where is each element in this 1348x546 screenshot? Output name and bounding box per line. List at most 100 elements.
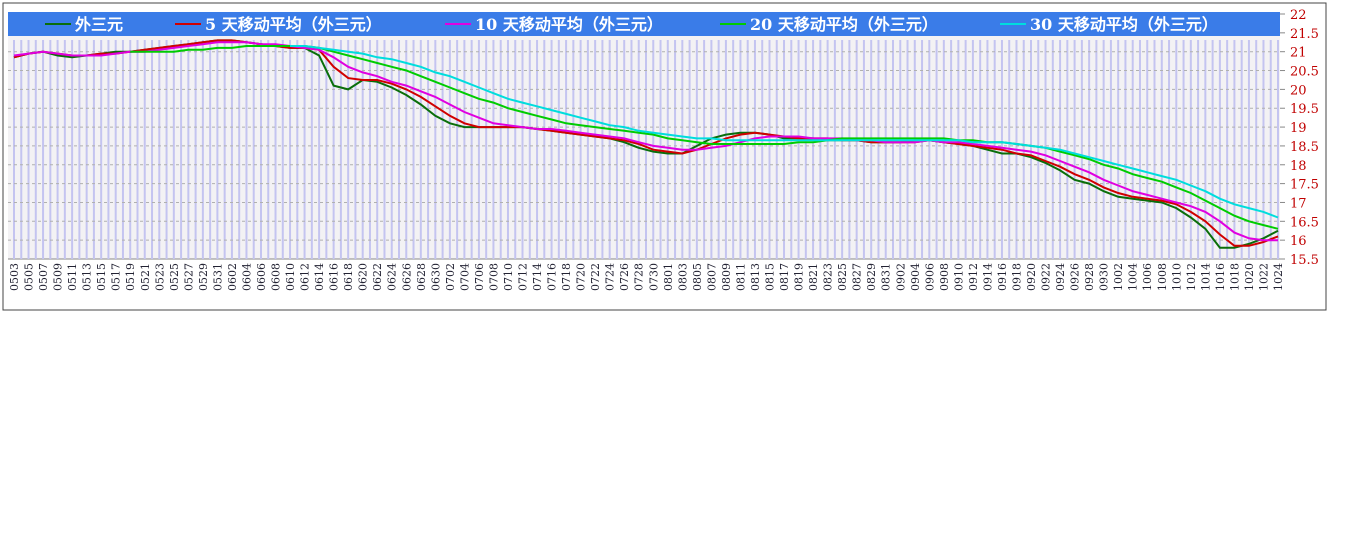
series-line (290, 45, 1279, 219)
x-tick-label: 0916 (996, 263, 1009, 291)
x-tick-label: 1008 (1156, 263, 1169, 291)
x-tick-label: 1006 (1141, 263, 1154, 291)
x-tick-label: 0811 (734, 263, 747, 291)
x-tick-label: 0805 (691, 263, 704, 291)
x-tick-label: 1014 (1199, 263, 1212, 291)
x-tick-label: 0519 (124, 263, 137, 291)
x-tick-label: 0912 (967, 263, 980, 291)
x-tick-label: 0819 (793, 263, 806, 291)
x-tick-label: 0821 (807, 263, 820, 291)
x-tick-label: 0815 (763, 263, 776, 291)
x-tick-label: 0517 (110, 263, 123, 291)
y-tick-label: 21 (1290, 46, 1307, 61)
x-tick-label: 0503 (8, 263, 21, 291)
y-tick-label: 21.5 (1290, 27, 1319, 42)
x-tick-label: 0527 (182, 263, 195, 291)
x-tick-label: 0624 (386, 263, 399, 291)
x-tick-label: 0604 (240, 263, 253, 291)
x-tick-label: 0525 (168, 263, 181, 291)
legend-label: 30 天移动平均（外三元） (1030, 15, 1218, 34)
x-tick-label: 0906 (923, 263, 936, 291)
y-tick-label: 20 (1290, 83, 1307, 98)
x-tick-label: 0722 (589, 263, 602, 291)
x-tick-label: 0628 (415, 263, 428, 291)
x-tick-label: 0829 (865, 263, 878, 291)
x-tick-label: 0513 (81, 263, 94, 291)
x-tick-label: 1010 (1170, 263, 1183, 291)
x-tick-label: 0531 (211, 263, 224, 291)
x-tick-label: 1024 (1272, 263, 1285, 291)
x-tick-label: 0726 (618, 263, 631, 291)
x-tick-label: 0608 (270, 263, 283, 291)
x-tick-label: 0702 (444, 263, 457, 291)
x-tick-label: 0803 (676, 263, 689, 291)
x-tick-label: 0511 (66, 263, 79, 291)
x-tick-label: 0529 (197, 263, 210, 291)
x-tick-label: 0618 (342, 263, 355, 291)
x-tick-label: 1020 (1243, 263, 1256, 291)
y-tick-label: 16.5 (1290, 215, 1319, 230)
x-tick-label: 0914 (981, 263, 994, 291)
x-tick-label: 0708 (487, 263, 500, 291)
x-tick-label: 0807 (705, 263, 718, 291)
x-tick-label: 1004 (1127, 263, 1140, 291)
x-tick-label: 0602 (226, 263, 239, 291)
x-tick-label: 0922 (1040, 263, 1053, 291)
y-tick-label: 17 (1290, 196, 1307, 211)
y-tick-label: 15.5 (1290, 253, 1319, 268)
x-tick-label: 0616 (328, 263, 341, 291)
x-tick-label: 0620 (357, 263, 370, 291)
y-tick-label: 16 (1290, 234, 1307, 249)
x-tick-label: 0728 (633, 263, 646, 291)
y-tick-label: 20.5 (1290, 65, 1319, 80)
x-tick-label: 0930 (1098, 263, 1111, 291)
x-tick-label: 1002 (1112, 263, 1125, 291)
x-tick-label: 0714 (531, 263, 544, 291)
legend-label: 5 天移动平均（外三元） (205, 15, 382, 34)
y-tick-label: 18.5 (1290, 140, 1319, 155)
x-tick-label: 0716 (546, 263, 559, 291)
x-tick-label: 0910 (952, 263, 965, 291)
x-tick-label: 0825 (836, 263, 849, 291)
x-tick-label: 1018 (1228, 263, 1241, 291)
x-tick-label: 0523 (153, 263, 166, 291)
x-tick-label: 1016 (1214, 263, 1227, 291)
x-tick-label: 0612 (299, 263, 312, 291)
x-tick-label: 0606 (255, 263, 268, 291)
x-tick-label: 0920 (1025, 263, 1038, 291)
x-tick-label: 0704 (458, 263, 471, 291)
x-tick-label: 0801 (662, 263, 675, 291)
x-tick-label: 0610 (284, 263, 297, 291)
series-line (13, 41, 1278, 242)
x-tick-label: 0706 (473, 263, 486, 291)
x-tick-label: 0831 (880, 263, 893, 291)
x-tick-label: 0626 (400, 263, 413, 291)
x-tick-label: 0813 (749, 263, 762, 291)
x-tick-label: 1022 (1257, 263, 1270, 291)
legend-label: 外三元 (74, 15, 123, 34)
y-tick-label: 17.5 (1290, 178, 1319, 193)
x-tick-label: 0918 (1010, 263, 1023, 291)
x-tick-label: 0902 (894, 263, 907, 291)
x-tick-label: 0521 (139, 263, 152, 291)
y-tick-label: 19.5 (1290, 102, 1319, 117)
x-tick-label: 0809 (720, 263, 733, 291)
x-tick-label: 0509 (52, 263, 65, 291)
y-tick-label: 19 (1290, 121, 1307, 136)
legend-label: 20 天移动平均（外三元） (750, 15, 938, 34)
x-tick-label: 0904 (909, 263, 922, 291)
x-tick-label: 0926 (1069, 263, 1082, 291)
legend-label: 10 天移动平均（外三元） (475, 15, 663, 34)
x-tick-label: 0908 (938, 263, 951, 291)
x-tick-label: 0630 (429, 263, 442, 291)
x-tick-label: 0720 (575, 263, 588, 291)
y-tick-label: 18 (1290, 159, 1307, 174)
x-tick-label: 0924 (1054, 263, 1067, 291)
x-tick-label: 0622 (371, 263, 384, 291)
series-line (13, 39, 1279, 247)
x-tick-label: 0614 (313, 263, 326, 291)
x-tick-label: 0712 (517, 263, 530, 291)
x-tick-label: 0823 (822, 263, 835, 291)
